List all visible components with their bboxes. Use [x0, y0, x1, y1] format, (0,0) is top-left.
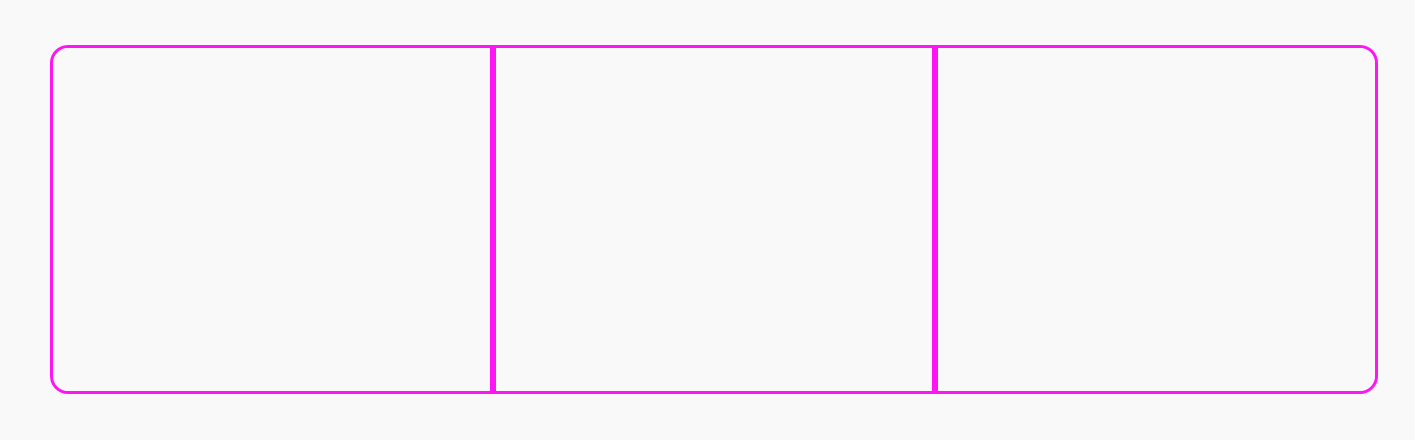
segment-1[interactable]	[53, 48, 490, 391]
segment-2[interactable]	[489, 48, 933, 391]
segment-3[interactable]	[932, 48, 1375, 391]
segmented-control	[50, 45, 1378, 394]
